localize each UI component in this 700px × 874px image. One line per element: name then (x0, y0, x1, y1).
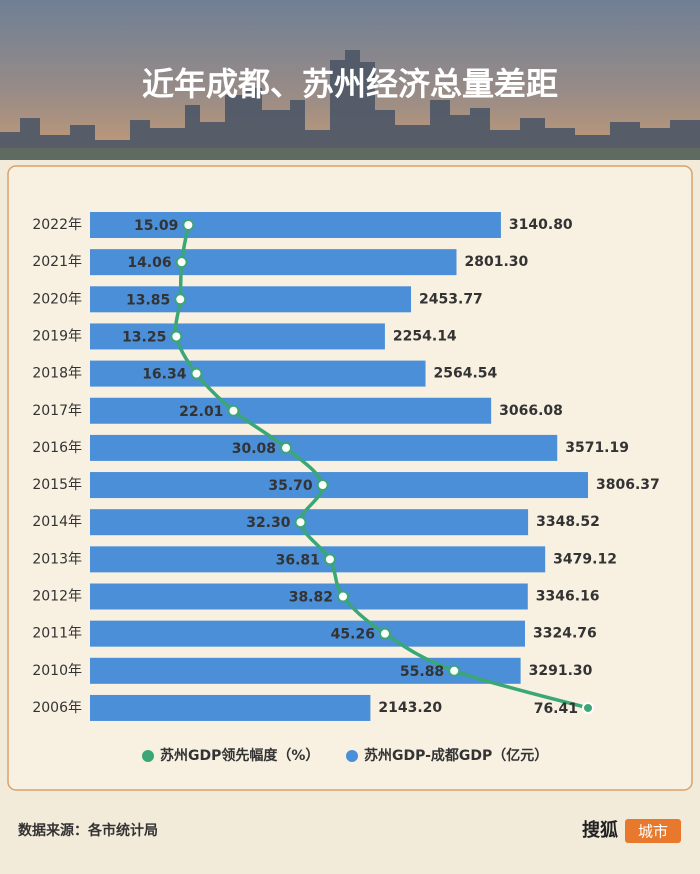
y-tick-label: 2020年 (32, 291, 82, 307)
brand: 搜狐 (582, 819, 618, 841)
line-point (378, 627, 391, 640)
brand-tag: 城市 (638, 823, 668, 841)
line-point (323, 553, 336, 566)
line-value-label: 55.88 (400, 664, 444, 680)
bar-value-label: 2801.30 (465, 254, 529, 270)
bar (90, 546, 546, 573)
line-value-label: 36.81 (276, 552, 320, 568)
bar (90, 397, 492, 424)
line-point (294, 516, 307, 529)
line-value-label: 38.82 (289, 590, 333, 606)
bar-value-label: 3324.76 (533, 626, 597, 642)
header-image (0, 0, 700, 160)
bar-value-label: 3291.30 (529, 663, 593, 679)
line-value-label: 15.09 (134, 218, 178, 234)
y-tick-label: 2010年 (32, 663, 82, 679)
line-value-label: 32.30 (246, 515, 291, 531)
bar-value-label: 3479.12 (553, 551, 617, 567)
line-point (175, 256, 188, 269)
bar (90, 286, 412, 313)
bar-value-label: 3066.08 (499, 403, 563, 419)
line-value-label: 13.25 (122, 329, 166, 345)
line-point (280, 441, 293, 454)
line-point (227, 404, 240, 417)
line-point (170, 330, 183, 343)
line-point (182, 219, 195, 231)
legend-label: 苏州GDP-成都GDP（亿元） (364, 747, 548, 764)
line-point (448, 664, 461, 677)
line-value-label: 45.26 (331, 627, 375, 643)
bar-value-label: 2453.77 (419, 291, 483, 307)
line-point (174, 293, 187, 306)
bar-value-label: 2143.20 (378, 700, 442, 716)
bar-value-label: 3346.16 (536, 589, 600, 605)
bar-value-label: 3140.80 (509, 217, 573, 233)
legend-marker (142, 750, 154, 762)
y-tick-label: 2017年 (32, 403, 82, 419)
line-value-label: 22.01 (179, 404, 223, 420)
line-point (582, 701, 594, 714)
line-value-label: 13.85 (126, 292, 170, 308)
y-tick-label: 2018年 (32, 366, 82, 382)
brand-tag-box (625, 819, 681, 843)
bar (90, 472, 588, 499)
bar (90, 360, 426, 387)
y-tick-label: 2016年 (32, 440, 82, 456)
line-value-label: 16.34 (142, 367, 187, 383)
bar (90, 249, 457, 276)
line (173, 224, 589, 710)
bar (90, 583, 528, 610)
y-tick-label: 2014年 (32, 514, 82, 530)
line-point (337, 590, 350, 603)
line-point (190, 367, 203, 380)
bar-value-label: 3571.19 (565, 440, 629, 456)
y-tick-label: 2006年 (32, 700, 82, 716)
bar (90, 694, 371, 721)
legend-marker (346, 750, 358, 762)
y-tick-label: 2019年 (32, 328, 82, 344)
line-value-label: 30.08 (232, 441, 276, 457)
bar (90, 620, 525, 647)
y-tick-label: 2022年 (32, 217, 82, 233)
bar-value-label: 3806.37 (596, 477, 660, 493)
bar-value-label: 3348.52 (536, 514, 600, 530)
bar-value-label: 2254.14 (393, 328, 457, 344)
line-value-label: 35.70 (268, 478, 313, 494)
chart-title: 近年成都、苏州经济总量差距 (142, 65, 558, 103)
bar-value-label: 2564.54 (434, 366, 498, 382)
bar (90, 323, 385, 350)
bar (90, 212, 501, 238)
line-value-label: 14.06 (127, 255, 171, 271)
y-tick-label: 2015年 (32, 477, 82, 493)
legend-label: 苏州GDP领先幅度（%） (160, 747, 319, 764)
y-tick-label: 2021年 (32, 254, 82, 270)
source-note: 数据来源：各市统计局 (18, 822, 158, 839)
line-value-label: 76.41 (534, 701, 578, 717)
line-point (316, 479, 329, 492)
y-tick-label: 2013年 (32, 551, 82, 567)
bar (90, 509, 529, 536)
bar (90, 434, 558, 461)
y-tick-label: 2011年 (32, 626, 82, 642)
y-tick-label: 2012年 (32, 589, 82, 605)
